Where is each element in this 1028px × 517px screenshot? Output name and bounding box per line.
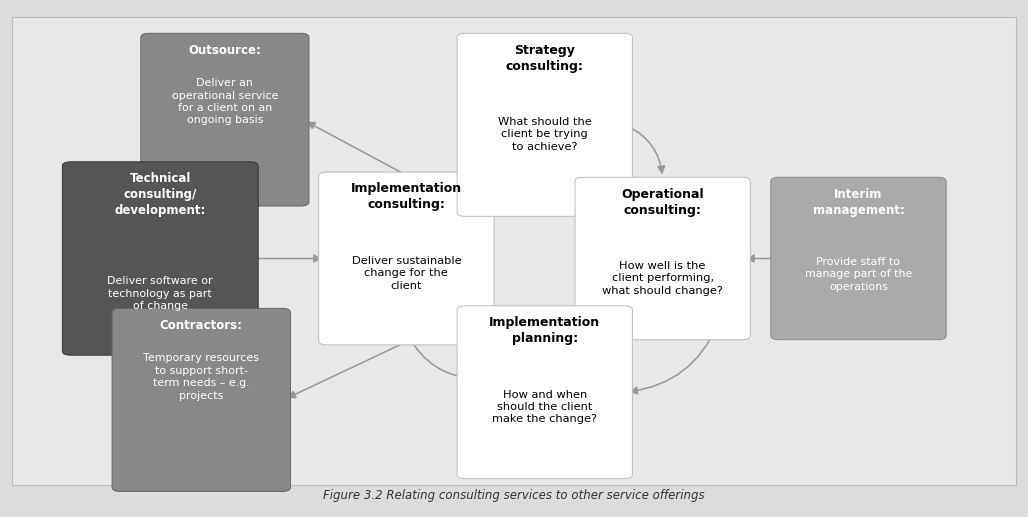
Text: How and when
should the client
make the change?: How and when should the client make the …	[492, 389, 597, 424]
FancyBboxPatch shape	[63, 162, 258, 355]
Text: Outsource:: Outsource:	[188, 43, 261, 56]
Text: Deliver an
operational service
for a client on an
ongoing basis: Deliver an operational service for a cli…	[172, 78, 279, 126]
FancyBboxPatch shape	[112, 308, 291, 492]
Text: Technical
consulting/
development:: Technical consulting/ development:	[114, 172, 206, 217]
FancyBboxPatch shape	[11, 17, 1017, 485]
Text: Interim
management:: Interim management:	[812, 188, 905, 217]
Text: Provide staff to
manage part of the
operations: Provide staff to manage part of the oper…	[805, 257, 912, 292]
Text: Figure 3.2 Relating consulting services to other service offerings: Figure 3.2 Relating consulting services …	[323, 489, 705, 501]
FancyBboxPatch shape	[457, 33, 632, 216]
FancyBboxPatch shape	[575, 177, 750, 340]
FancyBboxPatch shape	[141, 33, 309, 206]
Text: Implementation
planning:: Implementation planning:	[489, 316, 600, 345]
Text: Operational
consulting:: Operational consulting:	[621, 188, 704, 217]
FancyBboxPatch shape	[771, 177, 946, 340]
FancyBboxPatch shape	[319, 172, 494, 345]
Text: Temporary resources
to support short-
term needs – e.g.
projects: Temporary resources to support short- te…	[143, 353, 259, 401]
Text: Deliver sustainable
change for the
client: Deliver sustainable change for the clien…	[352, 256, 462, 291]
FancyBboxPatch shape	[457, 306, 632, 479]
Text: How well is the
client performing,
what should change?: How well is the client performing, what …	[602, 261, 723, 296]
Text: Strategy
consulting:: Strategy consulting:	[506, 43, 584, 72]
Text: Contractors:: Contractors:	[159, 318, 243, 332]
Text: Implementation
consulting:: Implementation consulting:	[351, 183, 462, 211]
Text: What should the
client be trying
to achieve?: What should the client be trying to achi…	[498, 117, 592, 152]
Text: Deliver software or
technology as part
of change: Deliver software or technology as part o…	[108, 276, 213, 311]
